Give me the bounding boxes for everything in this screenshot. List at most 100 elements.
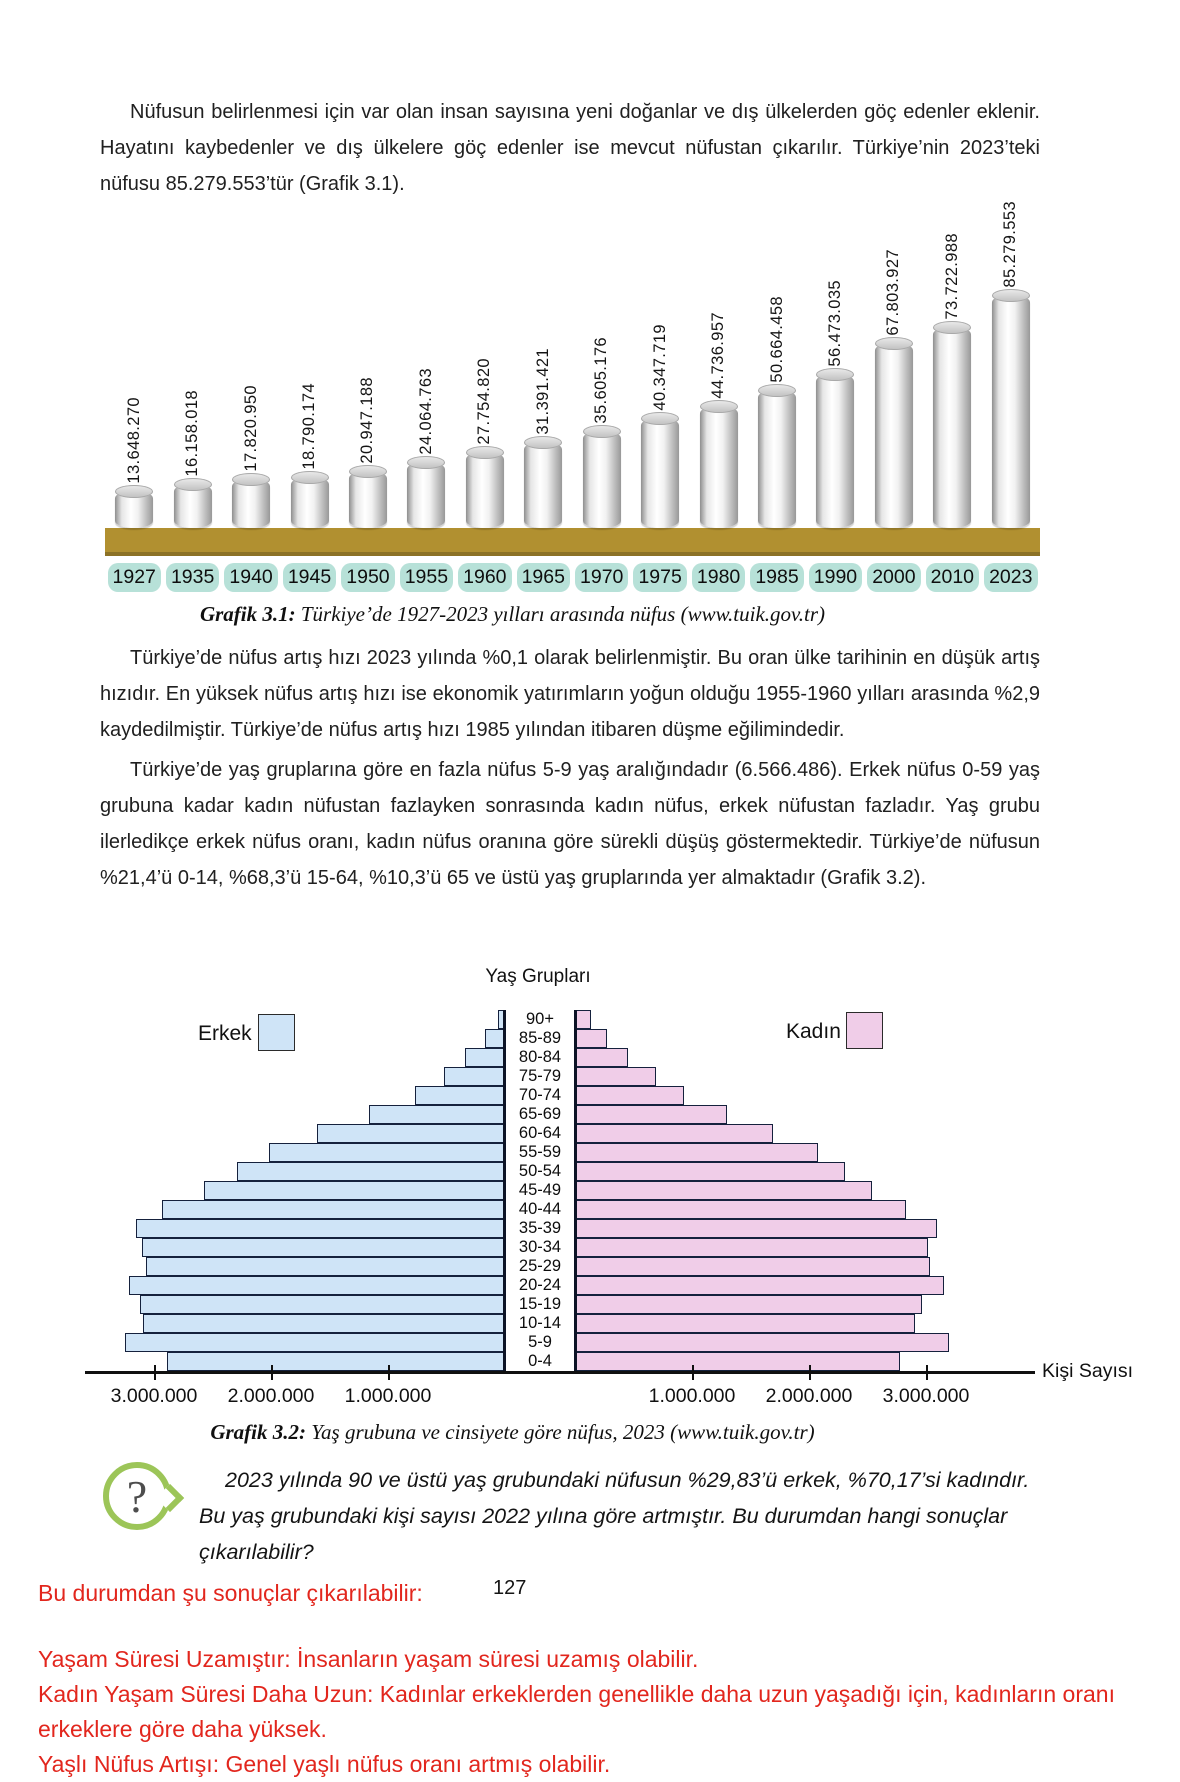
age-group-label: 25-29 [518,1257,562,1275]
female-bar [575,1029,607,1048]
female-bar [575,1276,944,1295]
chart1-column: 27.754.820 [456,358,514,528]
male-bar [204,1181,505,1200]
x-tick [388,1365,390,1380]
bar-value-label: 20.947.188 [358,377,377,464]
chart1-column: 31.391.421 [514,348,572,528]
female-bar-cell [575,1238,995,1257]
bar-value-label: 16.158.018 [183,390,202,477]
bar-value-label: 24.064.763 [416,368,435,455]
age-group-label: 35-39 [518,1219,562,1237]
chart1-column: 85.279.553 [982,201,1040,528]
chart1-caption-text: Türkiye’de 1927-2023 yılları arasında nü… [300,602,826,626]
female-bar-cell [575,1181,995,1200]
male-bar [125,1333,505,1352]
x-tick [926,1365,928,1380]
pyramid-row: 10-14 [85,1314,995,1333]
female-bar-cell [575,1029,995,1048]
female-bar-cell [575,1105,995,1124]
chart1-year-axis: 1927 1935 1940 1945 1950 1955 1960 1965 1970 1975… [105,563,1040,592]
male-bar [444,1067,505,1086]
bar-value-label: 44.736.957 [709,312,728,399]
x-tick [692,1365,694,1380]
year-badge: 2000 [867,563,921,592]
female-bar [575,1010,591,1029]
male-bar [136,1219,505,1238]
year-badge: 1950 [341,563,395,592]
male-bar-cell [85,1124,505,1143]
bar-value-label: 13.648.270 [124,397,143,484]
x-tick [809,1365,811,1380]
population-cylinder-bar [933,321,972,528]
population-cylinder-bar [407,456,446,528]
population-cylinder-bar [699,400,738,528]
bar-value-label: 56.473.035 [825,280,844,367]
pyramid-row: 50-54 [85,1162,995,1181]
pyramid-row: 65-69 [85,1105,995,1124]
pyramid-row: 25-29 [85,1257,995,1276]
population-cylinder-bar [582,425,621,528]
bar-value-label: 73.722.988 [942,233,961,320]
female-bar-cell [575,1333,995,1352]
female-bar-cell [575,1067,995,1086]
male-bar-cell [85,1029,505,1048]
answers-heading: Bu durumdan şu sonuçlar çıkarılabilir: [38,1580,423,1606]
population-cylinder-bar [874,337,913,528]
year-badge: 1955 [399,563,454,592]
chart1-column: 40.347.719 [631,324,689,528]
paragraph-growth-rate: Türkiye’de nüfus artış hızı 2023 yılında… [100,640,1040,748]
female-bar [575,1181,872,1200]
female-bar-cell [575,1124,995,1143]
pyramid-row: 70-74 [85,1086,995,1105]
year-badge: 1980 [691,563,746,592]
female-bar-cell [575,1200,995,1219]
age-group-label: 85-89 [518,1029,562,1047]
chart1-column: 44.736.957 [689,312,747,528]
pyramid-row: 5-9 [85,1333,995,1352]
x-tick-label: 2.000.000 [227,1385,315,1407]
pyramid-row: 60-64 [85,1124,995,1143]
year-badge: 2010 [925,563,980,592]
x-tick-label: 3.000.000 [110,1385,198,1407]
male-bar-cell [85,1143,505,1162]
paragraph-text: Türkiye’de nüfus artış hızı 2023 yılında… [100,647,1040,741]
female-bar [575,1295,922,1314]
female-bar [575,1086,684,1105]
male-bar [129,1276,505,1295]
male-bar-cell [85,1067,505,1086]
bar-value-label: 31.391.421 [533,348,552,435]
female-bar [575,1352,900,1371]
page-number: 127 [493,1577,527,1599]
male-bar-cell [85,1257,505,1276]
chart2-caption-text: Yaş grubuna ve cinsiyete göre nüfus, 202… [311,1420,815,1444]
chart1-plot-area: 13.648.270 16.158.018 17.820.950 18.790.174… [105,176,1040,528]
pyramid-row: 40-44 [85,1200,995,1219]
answer-line: Yaşlı Nüfus Artışı: Genel yaşlı nüfus or… [38,1751,611,1777]
male-bar-cell [85,1295,505,1314]
age-group-label: 50-54 [518,1162,562,1180]
year-badge: 1990 [808,563,863,592]
female-bar-cell [575,1352,995,1371]
male-bar-cell [85,1238,505,1257]
male-bar [269,1143,505,1162]
chart1-column: 56.473.035 [806,280,864,528]
chart2-caption-label: Grafik 3.2: [210,1420,307,1444]
pyramid-rows: 90+ 85-89 80-84 75-79 70-74 65-69 60-64 55-59 50… [85,1010,995,1371]
male-bar-cell [85,1276,505,1295]
male-bar-cell [85,1086,505,1105]
female-bar [575,1105,727,1124]
population-cylinder-bar [173,478,212,528]
age-group-label: 90+ [526,1010,554,1028]
question-box: ? 2023 yılında 90 ve üstü yaş grubundaki… [103,1462,1053,1570]
bar-value-label: 85.279.553 [1001,201,1020,288]
population-bar-chart-1927-2023: 13.648.270 16.158.018 17.820.950 18.790.174… [105,176,1040,592]
year-badge: 1965 [516,563,570,592]
bar-value-label: 17.820.950 [241,385,260,472]
male-bar-cell [85,1010,505,1029]
x-tick [154,1365,156,1380]
x-tick-label: 1.000.000 [648,1385,736,1407]
pyramid-row: 20-24 [85,1276,995,1295]
chart1-column: 73.722.988 [923,233,981,528]
female-bar-cell [575,1010,995,1029]
male-bar [167,1352,505,1371]
